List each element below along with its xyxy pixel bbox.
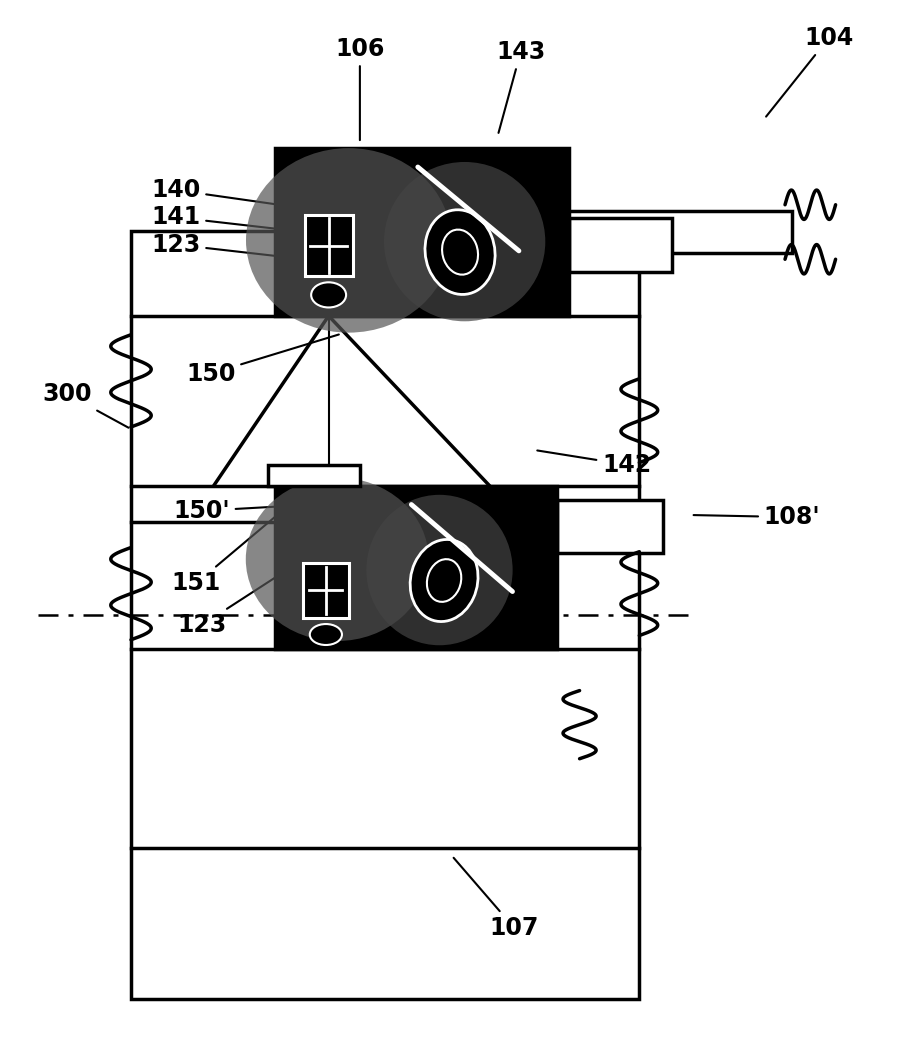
- Text: 142: 142: [538, 451, 651, 477]
- Text: 300: 300: [42, 383, 128, 428]
- Bar: [305, 215, 352, 276]
- Ellipse shape: [384, 162, 545, 322]
- Bar: [526, 211, 792, 253]
- Text: 106: 106: [336, 37, 384, 140]
- Text: 152: 152: [515, 518, 632, 550]
- Ellipse shape: [427, 559, 461, 602]
- Text: 150: 150: [186, 334, 339, 386]
- Ellipse shape: [310, 624, 342, 645]
- Text: 141: 141: [151, 205, 284, 229]
- Text: 151: 151: [171, 488, 310, 595]
- Bar: [557, 500, 663, 553]
- Ellipse shape: [246, 148, 451, 332]
- Text: 140: 140: [151, 178, 284, 205]
- Ellipse shape: [425, 210, 495, 294]
- Ellipse shape: [246, 477, 429, 641]
- Text: 108': 108': [693, 506, 821, 529]
- Text: 104: 104: [766, 26, 854, 117]
- Text: 123: 123: [177, 556, 308, 637]
- Ellipse shape: [311, 283, 346, 308]
- Bar: [303, 563, 349, 618]
- Text: 143: 143: [496, 40, 546, 132]
- Text: 150': 150': [173, 499, 311, 522]
- Bar: [569, 219, 672, 272]
- Ellipse shape: [442, 229, 478, 274]
- Bar: [276, 486, 557, 650]
- Text: 123: 123: [151, 232, 284, 256]
- Bar: [276, 148, 569, 316]
- Ellipse shape: [410, 539, 478, 621]
- Bar: [268, 465, 360, 486]
- Text: 107: 107: [454, 858, 539, 940]
- Ellipse shape: [366, 495, 513, 645]
- Bar: [131, 231, 639, 1000]
